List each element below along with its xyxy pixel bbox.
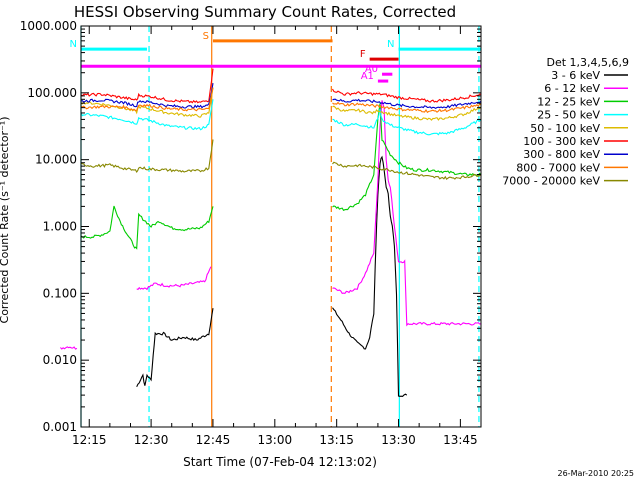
legend-label-6: 300 - 800 keV xyxy=(523,148,600,161)
series-line-8-0 xyxy=(80,139,214,174)
x-axis-label: Start Time (07-Feb-04 12:13:02) xyxy=(183,455,377,469)
y-tick-label-4: 0.100 xyxy=(43,286,77,300)
x-tick-label-1: 12:30 xyxy=(134,433,169,447)
flag-label-6: A1 xyxy=(361,71,374,82)
x-tick-label-6: 13:45 xyxy=(443,433,478,447)
legend-label-5: 100 - 300 keV xyxy=(523,135,600,148)
flag-label-5: A0 xyxy=(365,64,378,75)
legend-header: Det 1,3,4,5,6,9 xyxy=(546,56,629,69)
series-line-0-1 xyxy=(332,155,408,397)
series-line-5-0 xyxy=(80,68,214,104)
series-line-1-1 xyxy=(136,266,212,291)
x-tick-label-3: 13:00 xyxy=(258,433,293,447)
y-axis-label: Corrected Count Rate (s⁻¹ detector⁻¹) xyxy=(0,117,11,324)
x-tick-label-2: 12:45 xyxy=(196,433,231,447)
flag-label-1: N xyxy=(70,39,77,50)
legend-label-2: 12 - 25 keV xyxy=(537,95,600,108)
y-tick-label-3: 1.000 xyxy=(43,220,77,234)
series-line-2-1 xyxy=(332,103,482,211)
flag-label-3: S xyxy=(203,31,209,42)
legend-label-1: 6 - 12 keV xyxy=(544,82,600,95)
y-tick-label-1: 100.000 xyxy=(27,86,77,100)
y-tick-label-2: 10.000 xyxy=(35,153,77,167)
y-tick-label-0: 1000.000 xyxy=(20,19,77,33)
series-line-1-0 xyxy=(59,346,78,350)
y-tick-label-6: 0.001 xyxy=(43,420,77,434)
plot-frame xyxy=(80,25,482,428)
axes: 1000.000 100.000 10.000 1.000 0.100 0.010 0.00… xyxy=(20,19,482,447)
series-line-3-0 xyxy=(80,99,214,131)
flag-label-2: N xyxy=(387,39,394,50)
footer-date: 26-Mar-2010 20:25 xyxy=(558,469,635,478)
legend-label-4: 50 - 100 keV xyxy=(530,122,600,135)
x-tick-label-5: 13:30 xyxy=(381,433,416,447)
series-line-0-0 xyxy=(136,308,214,388)
series-line-8-1 xyxy=(332,161,482,181)
legend-label-3: 25 - 50 keV xyxy=(537,109,600,122)
chart-title: HESSI Observing Summary Count Rates, Cor… xyxy=(74,3,456,21)
legend-label-0: 3 - 6 keV xyxy=(551,69,600,82)
series-line-6-1 xyxy=(332,98,482,110)
series-line-4-1 xyxy=(332,105,482,121)
legend-label-7: 800 - 7000 keV xyxy=(516,161,600,174)
series-line-3-1 xyxy=(332,108,482,136)
series-line-5-1 xyxy=(332,88,482,103)
series-line-2-0 xyxy=(80,205,214,250)
series-line-7-1 xyxy=(332,101,482,114)
x-tick-label-4: 13:15 xyxy=(319,433,354,447)
flag-label-4: F xyxy=(360,49,366,60)
legend-label-8: 7000 - 20000 keV xyxy=(502,175,600,188)
y-tick-label-5: 0.010 xyxy=(43,353,77,367)
series-line-1-2 xyxy=(332,100,482,327)
series-line-6-0 xyxy=(80,83,214,109)
series-line-7-0 xyxy=(80,87,214,112)
series-line-4-0 xyxy=(80,87,214,118)
x-tick-label-0: 12:15 xyxy=(72,433,107,447)
